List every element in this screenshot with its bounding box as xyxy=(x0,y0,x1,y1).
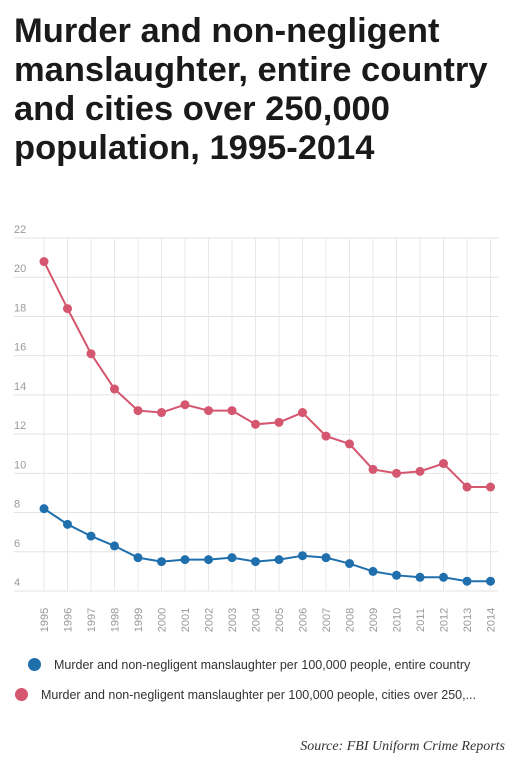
data-point[interactable] xyxy=(204,555,213,565)
data-point[interactable] xyxy=(486,576,495,586)
data-point[interactable] xyxy=(157,557,166,567)
data-point[interactable] xyxy=(204,406,213,416)
x-tick-label: 2012 xyxy=(439,608,451,632)
data-point[interactable] xyxy=(321,553,331,563)
data-point[interactable] xyxy=(298,551,307,561)
legend-item-entire-country[interactable]: Murder and non-negligent manslaughter pe… xyxy=(28,658,518,672)
data-point[interactable] xyxy=(462,482,472,492)
data-point[interactable] xyxy=(39,257,49,267)
series-lines xyxy=(43,261,491,583)
x-tick-label: 1997 xyxy=(86,608,98,632)
data-point[interactable] xyxy=(227,406,237,416)
series-points xyxy=(39,257,495,586)
data-point[interactable] xyxy=(486,482,495,492)
data-point[interactable] xyxy=(298,408,307,418)
data-point[interactable] xyxy=(439,459,448,469)
x-tick-label: 2007 xyxy=(321,608,333,632)
data-point[interactable] xyxy=(462,576,472,586)
x-tick-label: 2010 xyxy=(392,608,404,632)
x-tick-label: 2013 xyxy=(462,608,474,632)
data-point[interactable] xyxy=(63,304,72,314)
x-tick-label: 2006 xyxy=(298,608,310,632)
data-point[interactable] xyxy=(133,553,143,563)
data-point[interactable] xyxy=(251,557,260,567)
legend-item-cities[interactable]: Murder and non-negligent manslaughter pe… xyxy=(15,688,505,702)
data-point[interactable] xyxy=(180,400,190,410)
y-tick-label: 14 xyxy=(14,381,26,393)
data-point[interactable] xyxy=(415,466,425,476)
data-point[interactable] xyxy=(368,566,378,576)
data-point[interactable] xyxy=(392,468,401,478)
x-tick-label: 1999 xyxy=(133,608,145,632)
x-tick-label: 2000 xyxy=(157,608,169,632)
data-point[interactable] xyxy=(439,572,448,582)
data-point[interactable] xyxy=(63,519,72,529)
y-tick-label: 16 xyxy=(14,342,26,354)
data-point[interactable] xyxy=(321,431,331,441)
data-point[interactable] xyxy=(415,572,425,582)
y-tick-label: 18 xyxy=(14,302,26,314)
x-tick-label: 1998 xyxy=(110,608,122,632)
data-point[interactable] xyxy=(180,555,190,565)
data-point[interactable] xyxy=(157,408,166,418)
x-tick-label: 2005 xyxy=(274,608,286,632)
series-line-1 xyxy=(43,261,491,489)
y-axis-ticks: 4 6 8 10 12 14 16 18 20 22 xyxy=(14,225,26,589)
y-tick-label: 8 xyxy=(14,499,20,511)
y-tick-label: 20 xyxy=(14,263,26,275)
y-tick-label: 12 xyxy=(14,420,26,432)
legend-label-cities: Murder and non-negligent manslaughter pe… xyxy=(41,688,477,702)
data-point[interactable] xyxy=(345,559,354,569)
x-tick-label: 1996 xyxy=(63,608,75,632)
data-point[interactable] xyxy=(251,419,260,429)
y-tick-label: 10 xyxy=(14,459,26,471)
data-point[interactable] xyxy=(392,570,401,580)
data-point[interactable] xyxy=(39,504,49,514)
data-point[interactable] xyxy=(133,406,143,416)
y-tick-label: 6 xyxy=(14,538,20,550)
chart-title: Murder and non-negligent manslaughter, e… xyxy=(14,12,488,167)
data-point[interactable] xyxy=(86,531,96,541)
grid-lines xyxy=(14,237,499,592)
legend-marker-cities xyxy=(15,688,28,701)
source-note: Source: FBI Uniform Crime Reports xyxy=(300,739,505,754)
x-tick-label: 2002 xyxy=(204,608,216,632)
y-tick-label: 22 xyxy=(14,225,26,236)
x-tick-label: 2001 xyxy=(180,608,192,632)
data-point[interactable] xyxy=(86,349,96,359)
data-point[interactable] xyxy=(274,417,284,427)
x-axis-ticks: 1995 1996 1997 1998 1999 2000 2001 2002 2003 2004… xyxy=(39,608,498,632)
data-point[interactable] xyxy=(110,541,119,551)
data-point[interactable] xyxy=(345,439,354,449)
x-tick-label: 2009 xyxy=(368,608,380,632)
data-point[interactable] xyxy=(110,384,119,394)
y-tick-label: 4 xyxy=(14,577,20,589)
legend-marker-entire-country xyxy=(28,658,41,671)
line-chart: 4 6 8 10 12 14 16 18 20 22 1995 1996 1997 1998 1999 20… xyxy=(14,225,499,632)
x-tick-label: 1995 xyxy=(39,608,51,632)
x-tick-label: 2014 xyxy=(486,608,498,632)
x-tick-label: 2004 xyxy=(251,608,263,632)
data-point[interactable] xyxy=(227,553,237,563)
data-point[interactable] xyxy=(368,464,378,474)
x-tick-label: 2003 xyxy=(227,608,239,632)
x-tick-label: 2008 xyxy=(345,608,357,632)
data-point[interactable] xyxy=(274,555,284,565)
legend-label-entire-country: Murder and non-negligent manslaughter pe… xyxy=(54,658,471,672)
x-tick-label: 2011 xyxy=(415,608,427,632)
